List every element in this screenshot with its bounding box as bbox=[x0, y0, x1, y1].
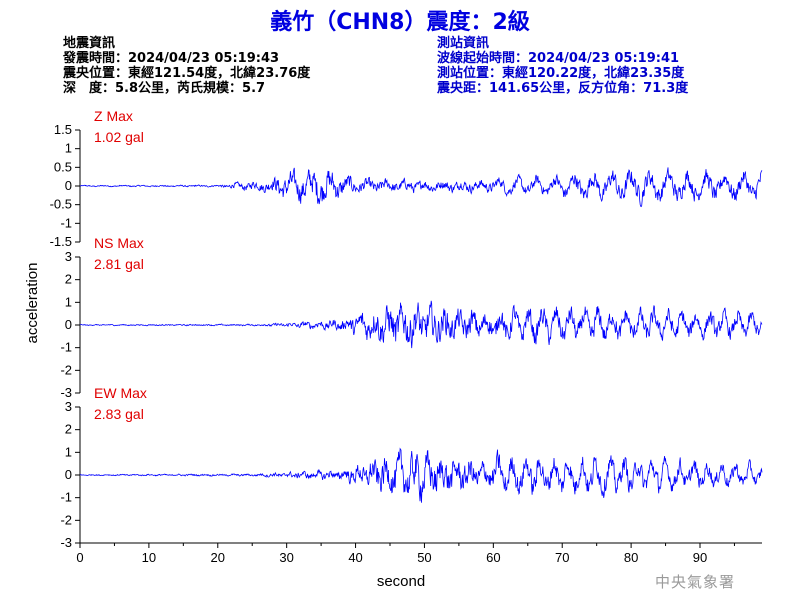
x-axis-label: second bbox=[377, 573, 425, 590]
x-tick-label: 10 bbox=[142, 550, 156, 565]
y-tick-label: -3 bbox=[60, 385, 72, 400]
y-tick-label: 2 bbox=[65, 422, 72, 437]
x-tick-label: 30 bbox=[279, 550, 293, 565]
y-tick-label: 0 bbox=[65, 178, 72, 193]
y-tick-label: 1 bbox=[65, 444, 72, 459]
max-value-z: 1.02 gal bbox=[94, 129, 144, 145]
y-tick-label: -1 bbox=[60, 340, 72, 355]
max-label-z: Z Max bbox=[94, 108, 133, 124]
chart-title: 義竹（CHN8）震度：2級 bbox=[270, 10, 530, 35]
y-tick-label: -1 bbox=[60, 490, 72, 505]
y-tick-label: -2 bbox=[60, 512, 72, 527]
trace-z bbox=[79, 167, 763, 208]
y-tick-label: 0 bbox=[65, 467, 72, 482]
x-tick-label: 70 bbox=[555, 550, 569, 565]
max-label-ns: NS Max bbox=[94, 235, 144, 251]
y-tick-label: -2 bbox=[60, 362, 72, 377]
y-tick-label: 1 bbox=[65, 294, 72, 309]
y-axis-label: acceleration bbox=[24, 263, 41, 344]
quake-depth-magnitude: 深 度：5.8公里，芮氏規模：5.7 bbox=[63, 81, 266, 96]
y-tick-label: 3 bbox=[65, 399, 72, 414]
x-tick-label: 20 bbox=[211, 550, 225, 565]
y-tick-label: 0.5 bbox=[54, 159, 72, 174]
y-tick-label: 1 bbox=[65, 141, 72, 156]
x-tick-label: 80 bbox=[624, 550, 638, 565]
y-tick-label: 3 bbox=[65, 249, 72, 264]
quake-info: 地震資訊 發震時間：2024/04/23 05:19:43 震央位置：東經121… bbox=[63, 36, 310, 96]
quake-epicenter: 震央位置：東經121.54度，北緯23.76度 bbox=[63, 66, 311, 81]
trace-ew bbox=[79, 447, 763, 503]
x-tick-label: 90 bbox=[693, 550, 707, 565]
station-wave-start: 波線起始時間：2024/04/23 05:19:41 bbox=[437, 51, 680, 66]
y-tick-label: 0 bbox=[65, 317, 72, 332]
quake-info-heading: 地震資訊 bbox=[63, 36, 116, 51]
y-tick-label: 1.5 bbox=[54, 122, 72, 137]
trace-ns bbox=[79, 300, 763, 349]
station-location: 測站位置：東經120.22度，北緯23.35度 bbox=[437, 66, 685, 81]
max-value-ns: 2.81 gal bbox=[94, 256, 144, 272]
max-value-ew: 2.83 gal bbox=[94, 406, 144, 422]
max-label-ew: EW Max bbox=[94, 385, 147, 401]
x-tick-label: 50 bbox=[417, 550, 431, 565]
station-info-heading: 測站資訊 bbox=[437, 36, 490, 51]
x-tick-label: 0 bbox=[76, 550, 83, 565]
quake-time: 發震時間：2024/04/23 05:19:43 bbox=[63, 51, 280, 66]
x-tick-label: 40 bbox=[348, 550, 362, 565]
y-tick-label: -0.5 bbox=[50, 197, 72, 212]
y-tick-label: -1 bbox=[60, 215, 72, 230]
y-tick-label: -1.5 bbox=[50, 234, 72, 249]
station-info: 測站資訊 波線起始時間：2024/04/23 05:19:41 測站位置：東經1… bbox=[437, 36, 688, 96]
station-distance: 震央距：141.65公里，反方位角：71.3度 bbox=[437, 81, 689, 96]
agency-label: 中央氣象署 bbox=[655, 573, 736, 591]
y-tick-label: 2 bbox=[65, 272, 72, 287]
y-tick-label: -3 bbox=[60, 535, 72, 550]
x-tick-label: 60 bbox=[486, 550, 500, 565]
